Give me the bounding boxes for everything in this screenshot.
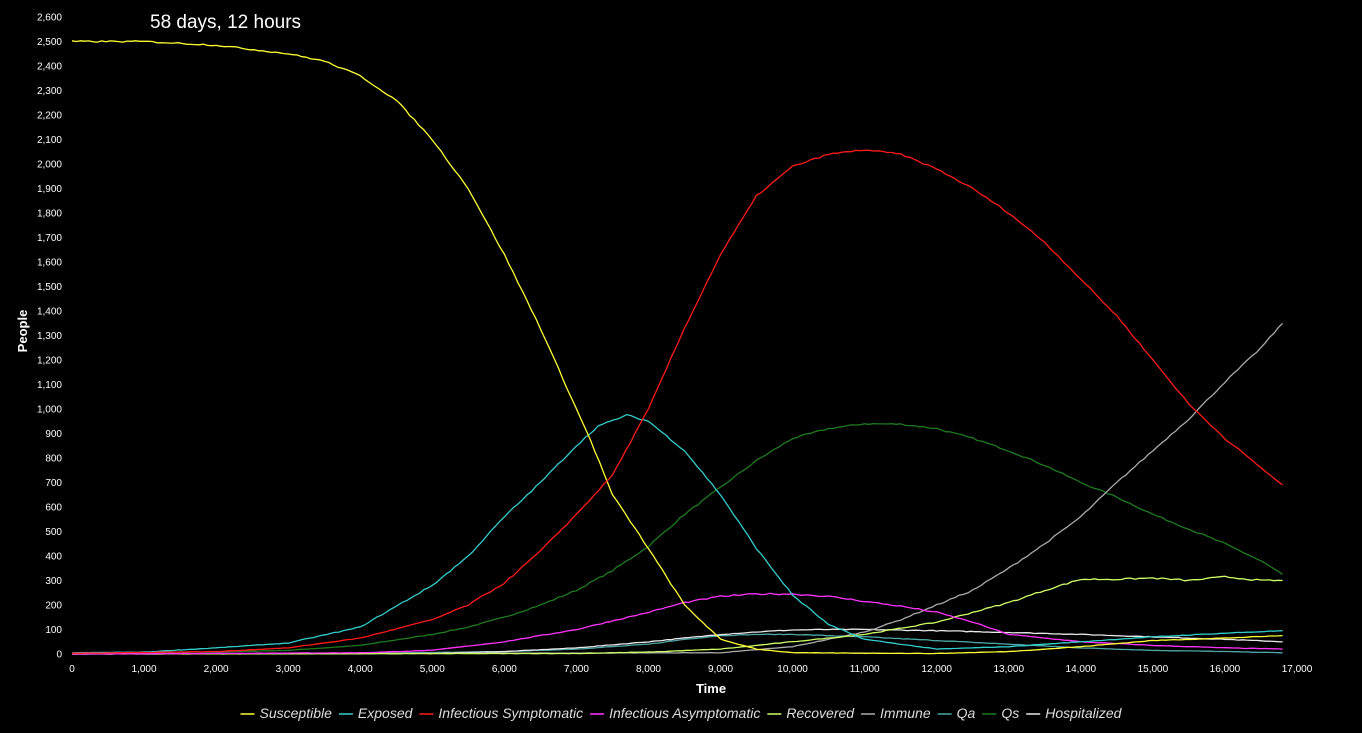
legend-label: Infectious Asymptomatic (609, 705, 760, 721)
y-tick-label: 1,900 (37, 184, 62, 195)
series-line (71, 149, 1283, 654)
y-axis-title: People (15, 310, 30, 353)
legend-label: Exposed (358, 705, 414, 721)
legend: Susceptible Exposed Infectious Symptomatic… (240, 705, 1123, 721)
elapsed-time-label: 58 days, 12 hours (150, 12, 301, 33)
y-tick-label: 2,200 (37, 111, 62, 122)
y-tick-label: 900 (45, 429, 62, 440)
y-tick-label: 400 (45, 552, 62, 563)
x-axis: 0 1,000 2,000 3,000 4,000 5,000 6,000 7,000 8,00… (69, 664, 1313, 675)
y-tick-label: 1,500 (37, 282, 62, 293)
y-tick-label: 500 (45, 527, 62, 538)
x-tick-label: 12,000 (921, 664, 952, 675)
x-tick-label: 10,000 (777, 664, 808, 675)
x-tick-label: 16,000 (1210, 664, 1241, 675)
x-tick-label: 14,000 (1066, 664, 1097, 675)
x-tick-label: 3,000 (276, 664, 301, 675)
legend-label: Recovered (786, 705, 855, 721)
x-tick-label: 15,000 (1138, 664, 1169, 675)
y-tick-label: 1,000 (37, 405, 62, 416)
y-tick-label: 1,800 (37, 209, 62, 220)
y-axis: 0 100 200 300 400 500 600 700 800 900 1,000 1,100 1,… (37, 13, 62, 661)
y-tick-label: 1,300 (37, 331, 62, 342)
x-tick-label: 5,000 (420, 664, 445, 675)
y-tick-label: 1,200 (37, 356, 62, 367)
y-tick-label: 2,500 (37, 37, 62, 48)
y-tick-label: 300 (45, 576, 62, 587)
x-tick-label: 8,000 (636, 664, 661, 675)
y-tick-label: 1,100 (37, 380, 62, 391)
y-tick-label: 100 (45, 625, 62, 636)
y-tick-label: 2,000 (37, 160, 62, 171)
y-tick-label: 1,700 (37, 233, 62, 244)
y-tick-label: 2,400 (37, 62, 62, 73)
y-tick-label: 0 (56, 650, 62, 661)
legend-label: Infectious Symptomatic (438, 705, 583, 721)
x-tick-label: 6,000 (492, 664, 517, 675)
y-tick-label: 200 (45, 601, 62, 612)
series-line (71, 422, 1283, 655)
legend-label: Susceptible (260, 705, 333, 721)
x-tick-label: 7,000 (564, 664, 589, 675)
series-line (71, 413, 1283, 654)
legend-label: Hospitalized (1045, 705, 1122, 721)
y-tick-label: 700 (45, 478, 62, 489)
x-tick-label: 4,000 (348, 664, 373, 675)
y-tick-label: 2,300 (37, 86, 62, 97)
y-tick-label: 2,600 (37, 13, 62, 24)
x-tick-label: 13,000 (993, 664, 1024, 675)
y-tick-label: 1,400 (37, 307, 62, 318)
y-tick-label: 600 (45, 503, 62, 514)
x-tick-label: 11,000 (850, 664, 880, 675)
x-tick-label: 1,000 (132, 664, 157, 675)
x-axis-title: Time (696, 681, 726, 696)
y-tick-label: 2,100 (37, 135, 62, 146)
series-line (71, 40, 1283, 655)
plot-series (71, 40, 1284, 655)
legend-label: Qs (1001, 705, 1019, 721)
x-tick-label: 9,000 (708, 664, 733, 675)
legend-label: Qa (957, 705, 976, 721)
y-tick-label: 1,600 (37, 258, 62, 269)
x-tick-label: 2,000 (204, 664, 229, 675)
x-tick-label: 17,000 (1282, 664, 1313, 675)
x-tick-label: 0 (69, 664, 75, 675)
y-tick-label: 800 (45, 454, 62, 465)
legend-label: Immune (880, 705, 931, 721)
